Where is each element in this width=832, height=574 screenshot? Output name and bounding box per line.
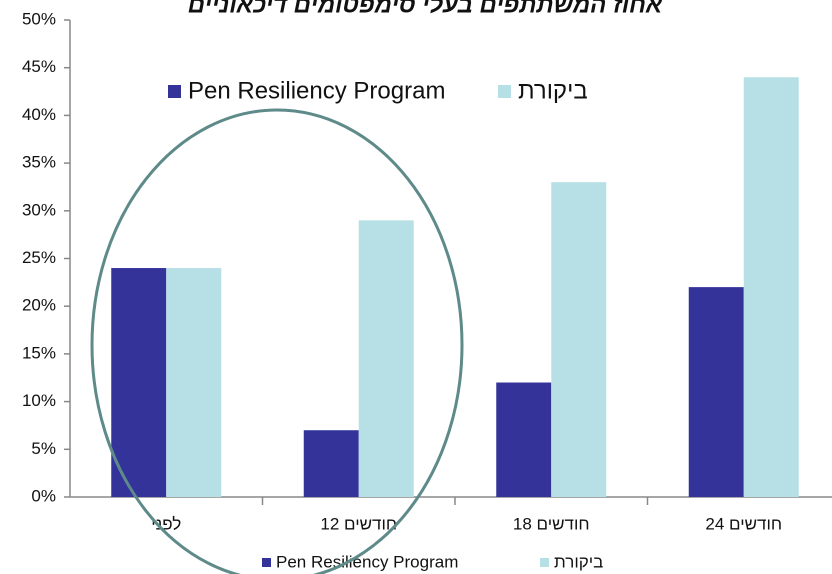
bar xyxy=(166,268,222,497)
y-tick-label: 40% xyxy=(22,105,56,124)
bar xyxy=(743,77,799,498)
legend-label: ביקורת xyxy=(518,77,588,104)
y-tick-label: 15% xyxy=(22,343,56,362)
legend-label: Pen Resiliency Program xyxy=(276,552,458,571)
y-tick-label: 0% xyxy=(31,486,56,505)
y-tick-label: 50% xyxy=(22,9,56,28)
legend-label: Pen Resiliency Program xyxy=(188,77,445,104)
y-tick-label: 30% xyxy=(22,200,56,219)
x-tick-label: לפני xyxy=(151,514,181,533)
bar xyxy=(496,382,552,497)
y-tick-label: 25% xyxy=(22,248,56,267)
legend-label: ביקורת xyxy=(554,552,603,571)
plot-area: 0% 5% 10% 15% 20% 25% 30% 35% 40% 45% 50% לפני 12 חו… xyxy=(22,9,832,571)
legend-swatch xyxy=(498,85,511,98)
y-tick-label: 35% xyxy=(22,153,56,172)
x-tick-label: 12 חודשים xyxy=(320,514,397,533)
legend-swatch xyxy=(262,558,271,567)
y-tick-label: 20% xyxy=(22,296,56,315)
bar xyxy=(303,430,359,497)
legend-swatch xyxy=(540,558,549,567)
y-tick-label: 10% xyxy=(22,391,56,410)
legend-swatch xyxy=(168,85,181,98)
bar xyxy=(551,182,607,497)
x-tick-label: 24 חודשים xyxy=(705,514,782,533)
y-tick-label: 5% xyxy=(31,439,56,458)
bar xyxy=(111,268,167,497)
y-tick-label: 45% xyxy=(22,57,56,76)
x-tick-label: 18 חודשים xyxy=(513,514,590,533)
highlight-ellipse xyxy=(90,108,464,574)
bar xyxy=(358,220,414,497)
bar xyxy=(688,287,744,497)
chart-title: אחוז המשתתפים בעלי סימפטומים דיכאוניים xyxy=(188,0,663,18)
